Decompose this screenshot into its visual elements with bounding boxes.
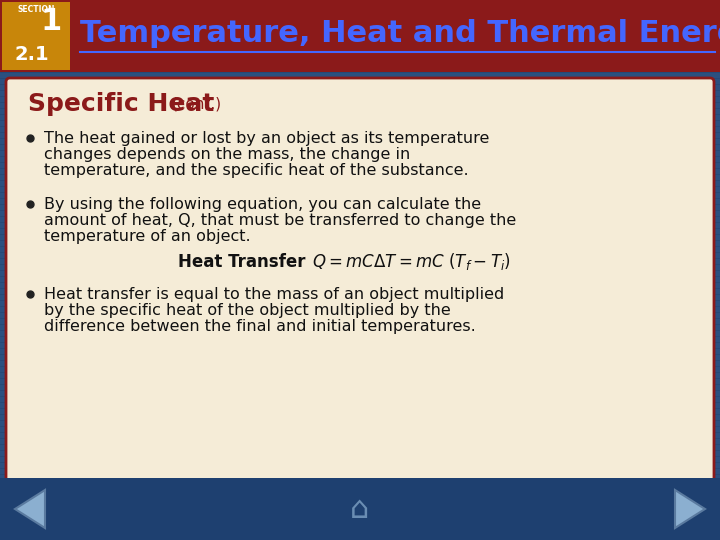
Text: Temperature, Heat and Thermal Energy: Temperature, Heat and Thermal Energy (80, 19, 720, 49)
Text: changes depends on the mass, the change in: changes depends on the mass, the change … (44, 146, 410, 161)
Text: temperature of an object.: temperature of an object. (44, 228, 251, 244)
Polygon shape (675, 490, 705, 528)
Polygon shape (15, 490, 45, 528)
Text: Heat transfer is equal to the mass of an object multiplied: Heat transfer is equal to the mass of an… (44, 287, 504, 301)
Text: Specific Heat: Specific Heat (28, 92, 215, 116)
Text: by the specific heat of the object multiplied by the: by the specific heat of the object multi… (44, 302, 451, 318)
Text: By using the following equation, you can calculate the: By using the following equation, you can… (44, 197, 481, 212)
Text: SECTION: SECTION (17, 5, 55, 14)
Text: The heat gained or lost by an object as its temperature: The heat gained or lost by an object as … (44, 131, 490, 145)
Text: 2.1: 2.1 (14, 44, 49, 64)
Text: Heat Transfer: Heat Transfer (178, 253, 305, 271)
Text: amount of heat, Q, that must be transferred to change the: amount of heat, Q, that must be transfer… (44, 213, 516, 227)
Text: difference between the final and initial temperatures.: difference between the final and initial… (44, 319, 476, 334)
FancyBboxPatch shape (6, 78, 714, 482)
Text: temperature, and the specific heat of the substance.: temperature, and the specific heat of th… (44, 163, 469, 178)
FancyBboxPatch shape (2, 2, 70, 70)
Text: $Q = mC\Delta T = mC\ (T_f - T_i)$: $Q = mC\Delta T = mC\ (T_f - T_i)$ (312, 252, 511, 273)
Text: (cont.): (cont.) (172, 97, 222, 111)
Text: 1: 1 (41, 7, 62, 36)
FancyBboxPatch shape (0, 0, 720, 72)
FancyBboxPatch shape (0, 478, 720, 540)
Text: ⌂: ⌂ (351, 495, 369, 523)
